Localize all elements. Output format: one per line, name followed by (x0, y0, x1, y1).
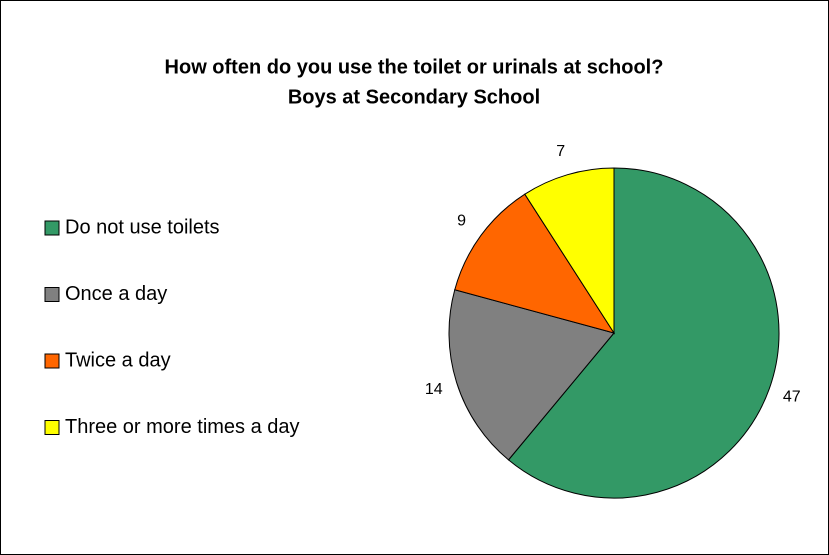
legend-label: Once a day (65, 283, 167, 305)
data-label: 14 (425, 381, 443, 398)
pie-slice (454, 193, 616, 334)
chart-subtitle: Boys at Secondary School (288, 86, 540, 108)
legend-swatch (44, 287, 60, 302)
legend-swatch (44, 420, 60, 435)
pie-slice (448, 289, 615, 461)
legend-swatch (44, 220, 60, 236)
data-label: 7 (556, 143, 565, 160)
legend-swatch (44, 353, 60, 369)
pie-slice (524, 167, 615, 335)
data-label: 47 (783, 388, 801, 405)
legend-label: Do not use toilets (65, 216, 220, 238)
data-label: 9 (457, 213, 466, 230)
chart-title: How often do you use the toilet or urina… (165, 56, 664, 78)
legend-label: Three or more times a day (65, 416, 300, 438)
legend-label: Twice a day (65, 349, 171, 371)
pie-slice (507, 167, 780, 499)
